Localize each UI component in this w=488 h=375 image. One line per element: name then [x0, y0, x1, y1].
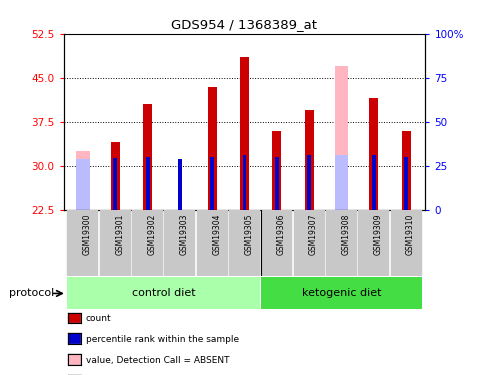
- Bar: [261, 277, 421, 309]
- Text: value, Detection Call = ABSENT: value, Detection Call = ABSENT: [85, 356, 228, 364]
- Bar: [164, 210, 195, 276]
- Text: GSM19302: GSM19302: [147, 213, 156, 255]
- Bar: [178, 159, 182, 210]
- Bar: [334, 66, 347, 210]
- Bar: [293, 210, 324, 276]
- Bar: [306, 155, 310, 210]
- Text: GSM19304: GSM19304: [212, 213, 221, 255]
- Bar: [240, 57, 248, 210]
- Text: percentile rank within the sample: percentile rank within the sample: [85, 335, 238, 344]
- Text: GSM19308: GSM19308: [341, 213, 350, 255]
- Bar: [371, 155, 375, 210]
- Text: count: count: [85, 314, 111, 323]
- Bar: [261, 210, 292, 276]
- Bar: [210, 157, 214, 210]
- Text: GSM19310: GSM19310: [405, 213, 414, 255]
- Bar: [145, 157, 149, 210]
- Bar: [325, 210, 356, 276]
- Text: GSM19307: GSM19307: [308, 213, 318, 255]
- Bar: [196, 210, 227, 276]
- Text: GSM19306: GSM19306: [276, 213, 285, 255]
- Text: protocol: protocol: [8, 288, 54, 298]
- Text: GSM19301: GSM19301: [115, 213, 124, 255]
- Bar: [67, 277, 260, 309]
- Bar: [113, 158, 117, 210]
- Bar: [228, 210, 260, 276]
- Bar: [390, 210, 421, 276]
- Bar: [242, 155, 246, 210]
- Bar: [274, 157, 278, 210]
- Bar: [358, 210, 388, 276]
- Bar: [76, 151, 90, 210]
- Title: GDS954 / 1368389_at: GDS954 / 1368389_at: [171, 18, 317, 31]
- Bar: [368, 98, 378, 210]
- Bar: [207, 87, 216, 210]
- Bar: [334, 155, 347, 210]
- Text: GSM19309: GSM19309: [373, 213, 382, 255]
- Bar: [401, 131, 410, 210]
- Text: GSM19305: GSM19305: [244, 213, 253, 255]
- Bar: [272, 131, 281, 210]
- Bar: [76, 159, 90, 210]
- Bar: [100, 210, 130, 276]
- Bar: [403, 157, 407, 210]
- Text: GSM19300: GSM19300: [83, 213, 92, 255]
- Text: GSM19303: GSM19303: [180, 213, 188, 255]
- Bar: [304, 110, 313, 210]
- Text: control diet: control diet: [132, 288, 195, 298]
- Bar: [132, 210, 163, 276]
- Bar: [67, 210, 98, 276]
- Bar: [110, 142, 120, 210]
- Text: ketogenic diet: ketogenic diet: [301, 288, 381, 298]
- Bar: [143, 104, 152, 210]
